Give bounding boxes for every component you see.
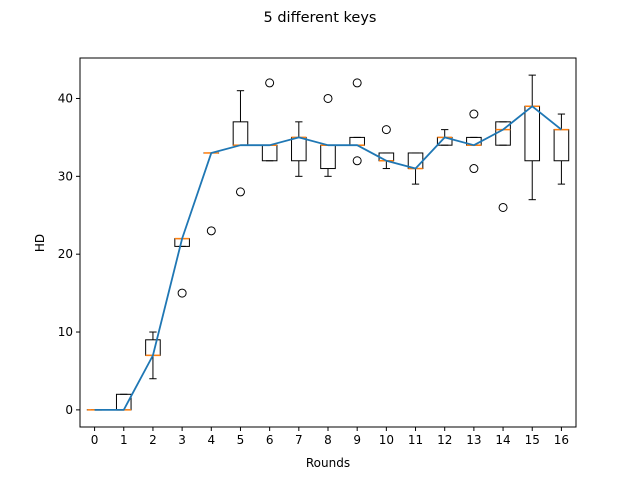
- x-tick-label: 7: [295, 433, 303, 447]
- median-trend-line: [94, 105, 562, 411]
- box-round-5: [232, 90, 249, 197]
- median-series-line: [94, 105, 562, 411]
- chart-title: 5 different keys: [264, 10, 377, 26]
- x-tick-label: 2: [149, 433, 157, 447]
- outlier-point: [206, 226, 216, 236]
- x-tick-label: 4: [207, 433, 215, 447]
- outlier-point: [235, 187, 245, 197]
- x-tick-label: 6: [266, 433, 274, 447]
- outlier-point: [323, 93, 333, 103]
- x-tick-label: 0: [91, 433, 99, 447]
- iqr-box: [349, 136, 365, 146]
- x-tick-label: 1: [120, 433, 128, 447]
- iqr-box: [291, 136, 307, 162]
- iqr-box: [553, 129, 570, 162]
- y-tick-label: 10: [58, 325, 73, 339]
- y-tick-label: 0: [65, 403, 73, 417]
- x-tick-label: 10: [379, 433, 394, 447]
- x-tick-label: 12: [437, 433, 452, 447]
- outlier-point: [498, 202, 508, 212]
- box-round-14: [495, 121, 511, 212]
- box-round-7: [291, 121, 307, 177]
- box-round-15: [524, 74, 541, 201]
- box-series: [86, 74, 570, 411]
- iqr-box: [261, 144, 278, 162]
- outlier-point: [265, 78, 275, 88]
- x-axis: 0 1 2 3 4 5 6 7 8 9 10 11 12 13 14 15 16: [91, 427, 569, 447]
- plot-area-frame: [79, 57, 577, 428]
- x-tick-label: 15: [525, 433, 540, 447]
- y-axis-label: HD: [33, 234, 47, 252]
- outlier-point: [469, 109, 479, 119]
- x-tick-label: 16: [554, 433, 569, 447]
- y-tick-label: 40: [58, 91, 73, 105]
- x-tick-label: 5: [237, 433, 245, 447]
- x-tick-label: 13: [466, 433, 481, 447]
- y-axis: 0 10 20 30 40: [58, 91, 80, 417]
- x-tick-label: 11: [408, 433, 423, 447]
- x-tick-label: 3: [178, 433, 186, 447]
- box-round-8: [320, 93, 336, 177]
- outlier-point: [177, 288, 187, 298]
- iqr-box: [524, 105, 541, 162]
- outlier-point: [352, 78, 362, 88]
- box-round-3: [174, 237, 190, 298]
- box-round-6: [261, 78, 278, 162]
- y-tick-label: 30: [58, 169, 73, 183]
- x-tick-label: 14: [495, 433, 510, 447]
- iqr-box: [232, 121, 249, 146]
- x-tick-label: 9: [353, 433, 361, 447]
- x-tick-label: 8: [324, 433, 332, 447]
- box-round-13: [466, 109, 482, 174]
- outlier-point: [352, 156, 362, 166]
- outlier-point: [469, 164, 479, 174]
- y-tick-label: 20: [58, 247, 73, 261]
- outlier-point: [381, 125, 391, 135]
- iqr-box: [407, 152, 424, 170]
- iqr-box: [320, 144, 336, 170]
- x-axis-label: Rounds: [306, 456, 350, 470]
- iqr-box: [378, 152, 395, 162]
- box-round-9: [349, 78, 365, 166]
